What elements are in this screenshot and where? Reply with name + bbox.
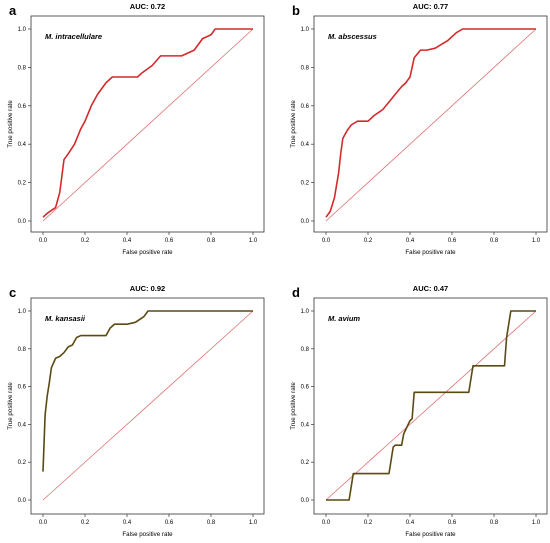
- x-tick-label: 0.8: [490, 520, 499, 526]
- x-tick-label: 0.0: [322, 238, 331, 244]
- roc-curve: [326, 310, 536, 501]
- y-tick-label: 0.8: [18, 65, 27, 71]
- y-axis-label: True positive rate: [290, 100, 297, 148]
- y-axis-label: True positive rate: [290, 382, 297, 430]
- roc-panel-c: c AUC: 0.92 M. kansasii 0.0 0.2 0.4 0.6 0.8 1.0 0…: [7, 284, 265, 538]
- chart-title: AUC: 0.47: [413, 284, 448, 293]
- x-tick-label: 0.2: [364, 520, 373, 526]
- x-tick-label: 0.2: [364, 238, 373, 244]
- y-axis-label: True positive rate: [7, 100, 14, 148]
- x-tick-label: 0.0: [39, 520, 48, 526]
- chart-title: AUC: 0.77: [413, 2, 448, 11]
- x-tick-label: 0.6: [165, 520, 174, 526]
- roc-panel-a: a AUC: 0.72 M. intracellulare 0.0 0.2 0.4 0.6 0…: [7, 2, 265, 256]
- x-tick-label: 0.4: [406, 238, 415, 244]
- x-tick-label: 0.6: [448, 238, 457, 244]
- x-tick-label: 1.0: [532, 238, 541, 244]
- x-tick-label: 1.0: [249, 520, 258, 526]
- y-tick-label: 0.2: [18, 181, 27, 187]
- species-label: M. intracellulare: [45, 32, 102, 41]
- roc-panel-d: d AUC: 0.47 M. avium 0.0 0.2 0.4 0.6 0.8 1.0 0.0 0…: [290, 284, 548, 538]
- diagonal-reference-line: [42, 28, 254, 222]
- x-tick-label: 0.8: [207, 238, 216, 244]
- y-tick-label: 0.4: [301, 142, 310, 148]
- y-tick-label: 1.0: [301, 27, 310, 33]
- x-axis-label: False positive rate: [405, 249, 456, 256]
- x-tick-label: 0.4: [123, 520, 132, 526]
- x-tick-label: 1.0: [532, 520, 541, 526]
- y-tick-label: 0.8: [301, 347, 310, 353]
- y-tick-label: 0.6: [18, 104, 27, 110]
- x-tick-label: 0.4: [123, 238, 132, 244]
- x-axis-label: False positive rate: [405, 531, 456, 538]
- diagonal-reference-line: [325, 310, 537, 501]
- y-tick-label: 1.0: [18, 27, 27, 33]
- roc-curve: [42, 310, 253, 472]
- y-tick-label: 0.2: [301, 460, 310, 466]
- y-tick-label: 1.0: [301, 309, 310, 315]
- y-tick-label: 0.2: [18, 460, 27, 466]
- x-tick-label: 1.0: [249, 238, 258, 244]
- y-tick-label: 0.0: [18, 498, 27, 504]
- y-tick-label: 0.8: [18, 347, 27, 353]
- diagonal-reference-line: [42, 310, 254, 501]
- y-tick-label: 0.6: [18, 385, 27, 391]
- y-tick-label: 0.6: [301, 104, 310, 110]
- roc-curve: [42, 28, 253, 218]
- y-tick-label: 0.0: [18, 219, 27, 225]
- x-tick-label: 0.4: [406, 520, 415, 526]
- panel-letter: d: [292, 285, 300, 300]
- species-label: M. abscessus: [328, 32, 377, 41]
- y-tick-label: 0.4: [301, 422, 310, 428]
- y-tick-label: 0.0: [301, 219, 310, 225]
- y-tick-label: 0.6: [301, 385, 310, 391]
- chart-title: AUC: 0.72: [130, 2, 165, 11]
- y-tick-label: 0.0: [301, 498, 310, 504]
- y-tick-label: 0.4: [18, 422, 27, 428]
- diagonal-reference-line: [325, 28, 537, 222]
- panel-letter: a: [9, 3, 17, 18]
- x-tick-label: 0.0: [39, 238, 48, 244]
- x-axis-label: False positive rate: [122, 249, 173, 256]
- x-tick-label: 0.6: [165, 238, 174, 244]
- y-tick-label: 1.0: [18, 309, 27, 315]
- panel-letter: c: [9, 285, 16, 300]
- chart-title: AUC: 0.92: [130, 284, 165, 293]
- x-tick-label: 0.8: [207, 520, 216, 526]
- roc-panel-b: b AUC: 0.77 M. abscessus 0.0 0.2 0.4 0.6 0.8 1.0…: [290, 2, 548, 256]
- y-tick-label: 0.8: [301, 65, 310, 71]
- y-tick-label: 0.4: [18, 142, 27, 148]
- x-tick-label: 0.0: [322, 520, 331, 526]
- panel-letter: b: [292, 3, 300, 18]
- x-tick-label: 0.2: [81, 520, 90, 526]
- y-tick-label: 0.2: [301, 181, 310, 187]
- x-axis-label: False positive rate: [122, 531, 173, 538]
- species-label: M. avium: [328, 314, 360, 323]
- x-tick-label: 0.2: [81, 238, 90, 244]
- roc-curve: [325, 28, 536, 218]
- y-axis-label: True positive rate: [7, 382, 14, 430]
- x-tick-label: 0.6: [448, 520, 457, 526]
- species-label: M. kansasii: [45, 314, 86, 323]
- x-tick-label: 0.8: [490, 238, 499, 244]
